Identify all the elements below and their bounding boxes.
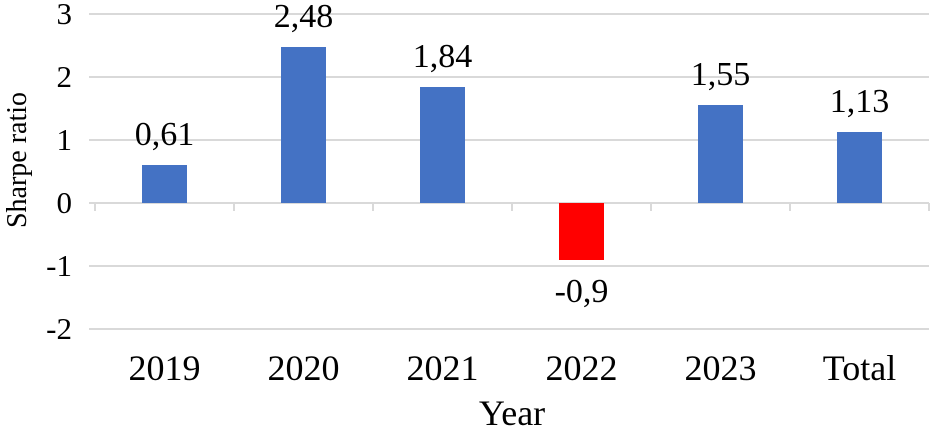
y-axis-tick-label: -2: [46, 311, 72, 346]
gridline: [95, 139, 929, 141]
y-axis-tick-mark: [89, 139, 95, 141]
gridline: [95, 265, 929, 267]
x-axis-category-label: 2022: [545, 348, 618, 388]
y-axis-tick-mark: [89, 76, 95, 78]
x-axis-title: Year: [478, 393, 546, 431]
bar-2019: [142, 164, 187, 203]
x-axis-tick-mark: [511, 203, 513, 211]
bar-value-label: 1,84: [412, 38, 473, 76]
y-axis-tick-mark: [89, 328, 95, 330]
y-axis-tick-mark: [89, 202, 95, 204]
y-axis-tick-label: 1: [56, 122, 73, 157]
gridline: [95, 76, 929, 78]
bar-value-label: 1,13: [829, 82, 890, 120]
x-axis-category-label: 2021: [406, 348, 479, 388]
x-axis-category-label: 2019: [128, 348, 201, 388]
x-axis-tick-mark: [94, 203, 96, 211]
bar-value-label: -0,9: [554, 272, 609, 310]
bar-value-label: 2,48: [273, 0, 334, 35]
bar-2020: [281, 46, 326, 203]
bar-value-label: 1,55: [690, 56, 751, 94]
y-axis-tick-mark: [89, 13, 95, 15]
y-axis-tick-label: -1: [46, 248, 72, 283]
x-axis-category-label: Total: [822, 348, 897, 388]
x-axis-category-label: 2023: [684, 348, 757, 388]
x-axis-category-label: 2020: [267, 348, 340, 388]
bar-2023: [698, 105, 743, 203]
x-axis-tick-mark: [233, 203, 235, 211]
y-axis-tick-mark: [89, 265, 95, 267]
x-axis-tick-mark: [372, 203, 374, 211]
x-axis-tick-mark: [928, 203, 930, 211]
bar-value-label: 0,61: [134, 115, 195, 153]
bar-2022: [559, 203, 604, 260]
bar-2021: [420, 87, 465, 203]
y-axis-tick-label: 2: [56, 59, 73, 94]
bar-Total: [837, 131, 882, 203]
gridline: [95, 13, 929, 15]
gridline: [95, 328, 929, 330]
x-axis-tick-mark: [650, 203, 652, 211]
x-axis-tick-mark: [789, 203, 791, 211]
y-axis-tick-label: 0: [56, 185, 73, 220]
y-axis-tick-label: 3: [56, 0, 73, 31]
